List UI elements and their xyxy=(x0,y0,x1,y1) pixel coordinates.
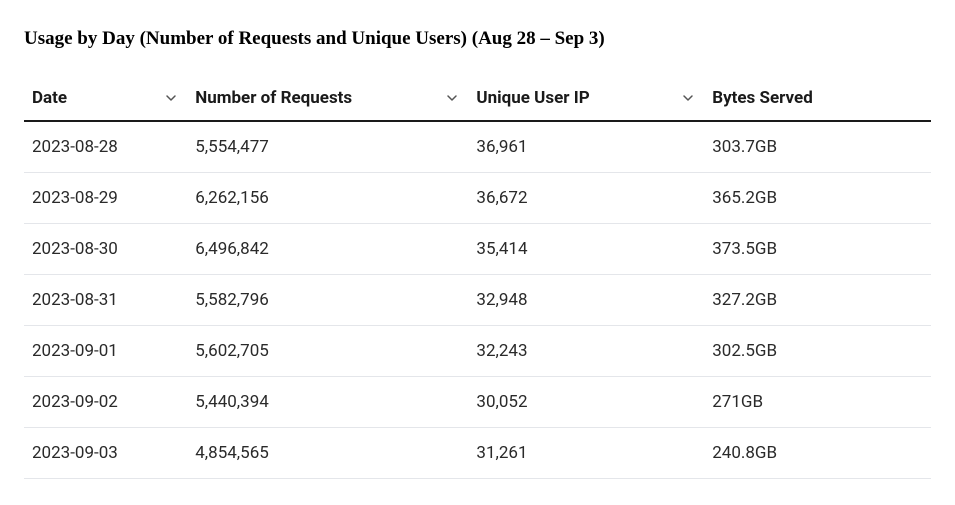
page-title: Usage by Day (Number of Requests and Uni… xyxy=(24,28,931,50)
column-label: Bytes Served xyxy=(712,88,813,108)
cell-unique-ip: 35,414 xyxy=(468,224,704,275)
cell-bytes: 302.5GB xyxy=(704,326,931,377)
cell-date: 2023-09-03 xyxy=(24,428,187,479)
cell-date: 2023-08-31 xyxy=(24,275,187,326)
cell-requests: 4,854,565 xyxy=(187,428,468,479)
cell-requests: 5,582,796 xyxy=(187,275,468,326)
cell-requests: 5,554,477 xyxy=(187,121,468,173)
table-row: 2023-08-30 6,496,842 35,414 373.5GB xyxy=(24,224,931,275)
cell-bytes: 373.5GB xyxy=(704,224,931,275)
cell-bytes: 327.2GB xyxy=(704,275,931,326)
cell-unique-ip: 36,961 xyxy=(468,121,704,173)
cell-unique-ip: 32,243 xyxy=(468,326,704,377)
table-row: 2023-08-28 5,554,477 36,961 303.7GB xyxy=(24,121,931,173)
cell-requests: 5,602,705 xyxy=(187,326,468,377)
usage-table: Date Number of Requests Unique User IP xyxy=(24,78,931,479)
cell-date: 2023-09-02 xyxy=(24,377,187,428)
cell-bytes: 365.2GB xyxy=(704,173,931,224)
table-row: 2023-09-02 5,440,394 30,052 271GB xyxy=(24,377,931,428)
column-header-requests[interactable]: Number of Requests xyxy=(187,78,468,121)
cell-unique-ip: 31,261 xyxy=(468,428,704,479)
column-label: Date xyxy=(32,88,67,108)
cell-date: 2023-08-29 xyxy=(24,173,187,224)
cell-date: 2023-09-01 xyxy=(24,326,187,377)
cell-date: 2023-08-30 xyxy=(24,224,187,275)
cell-unique-ip: 32,948 xyxy=(468,275,704,326)
cell-unique-ip: 30,052 xyxy=(468,377,704,428)
table-row: 2023-09-03 4,854,565 31,261 240.8GB xyxy=(24,428,931,479)
table-row: 2023-08-29 6,262,156 36,672 365.2GB xyxy=(24,173,931,224)
cell-requests: 6,496,842 xyxy=(187,224,468,275)
table-row: 2023-09-01 5,602,705 32,243 302.5GB xyxy=(24,326,931,377)
table-header-row: Date Number of Requests Unique User IP xyxy=(24,78,931,121)
cell-bytes: 271GB xyxy=(704,377,931,428)
column-header-unique-ip[interactable]: Unique User IP xyxy=(468,78,704,121)
table-row: 2023-08-31 5,582,796 32,948 327.2GB xyxy=(24,275,931,326)
chevron-down-icon[interactable] xyxy=(163,90,179,106)
cell-requests: 6,262,156 xyxy=(187,173,468,224)
column-label: Unique User IP xyxy=(476,88,589,108)
cell-bytes: 240.8GB xyxy=(704,428,931,479)
cell-unique-ip: 36,672 xyxy=(468,173,704,224)
column-header-bytes[interactable]: Bytes Served xyxy=(704,78,931,121)
cell-date: 2023-08-28 xyxy=(24,121,187,173)
cell-bytes: 303.7GB xyxy=(704,121,931,173)
column-header-date[interactable]: Date xyxy=(24,78,187,121)
column-label: Number of Requests xyxy=(195,88,352,108)
cell-requests: 5,440,394 xyxy=(187,377,468,428)
chevron-down-icon[interactable] xyxy=(444,90,460,106)
chevron-down-icon[interactable] xyxy=(680,90,696,106)
